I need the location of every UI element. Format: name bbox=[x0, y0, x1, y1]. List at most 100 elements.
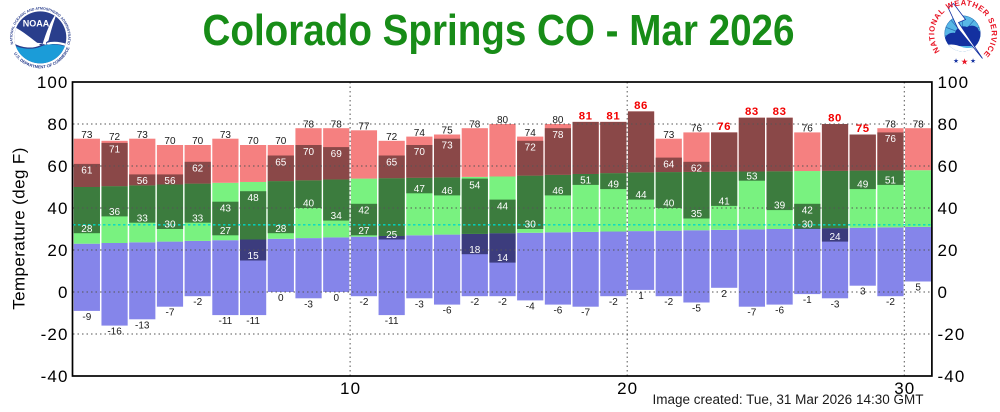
svg-text:30: 30 bbox=[894, 379, 915, 398]
svg-text:64: 64 bbox=[663, 159, 675, 170]
svg-text:42: 42 bbox=[358, 206, 370, 217]
svg-text:-2: -2 bbox=[498, 297, 507, 308]
svg-text:-20: -20 bbox=[938, 325, 966, 344]
svg-text:28: 28 bbox=[275, 224, 287, 235]
svg-text:71: 71 bbox=[109, 145, 121, 156]
svg-text:40: 40 bbox=[938, 199, 959, 218]
svg-text:74: 74 bbox=[414, 128, 426, 139]
svg-text:60: 60 bbox=[938, 157, 959, 176]
svg-text:81: 81 bbox=[579, 110, 593, 122]
svg-text:56: 56 bbox=[164, 176, 176, 187]
svg-text:40: 40 bbox=[663, 199, 675, 210]
svg-text:1: 1 bbox=[638, 291, 644, 302]
svg-text:NOAA: NOAA bbox=[23, 19, 50, 29]
svg-text:-7: -7 bbox=[581, 308, 590, 319]
svg-text:42: 42 bbox=[802, 206, 814, 217]
svg-text:53: 53 bbox=[746, 171, 758, 182]
svg-text:24: 24 bbox=[829, 232, 841, 243]
svg-text:76: 76 bbox=[885, 134, 897, 145]
svg-text:Colorado Springs CO - Mar 2026: Colorado Springs CO - Mar 2026 bbox=[203, 6, 795, 55]
svg-text:73: 73 bbox=[663, 130, 675, 141]
svg-text:28: 28 bbox=[81, 224, 93, 235]
svg-text:72: 72 bbox=[525, 143, 537, 154]
svg-text:51: 51 bbox=[885, 176, 897, 187]
svg-text:-11: -11 bbox=[385, 316, 399, 327]
svg-text:15: 15 bbox=[248, 251, 260, 262]
svg-text:44: 44 bbox=[497, 201, 509, 212]
svg-text:49: 49 bbox=[857, 180, 869, 191]
svg-text:73: 73 bbox=[137, 130, 149, 141]
svg-text:83: 83 bbox=[773, 106, 787, 118]
svg-text:62: 62 bbox=[192, 164, 204, 175]
svg-text:39: 39 bbox=[774, 201, 786, 212]
svg-text:51: 51 bbox=[580, 176, 592, 187]
svg-text:-40: -40 bbox=[41, 367, 69, 386]
svg-text:49: 49 bbox=[608, 180, 620, 191]
svg-text:-13: -13 bbox=[135, 320, 150, 331]
svg-text:-2: -2 bbox=[664, 297, 673, 308]
svg-text:0: 0 bbox=[938, 283, 949, 302]
svg-text:44: 44 bbox=[635, 190, 647, 201]
svg-text:80: 80 bbox=[552, 115, 564, 126]
svg-text:78: 78 bbox=[552, 130, 564, 141]
svg-text:25: 25 bbox=[386, 230, 398, 241]
svg-text:-11: -11 bbox=[246, 316, 260, 327]
svg-text:-9: -9 bbox=[82, 312, 91, 323]
svg-text:0: 0 bbox=[58, 283, 69, 302]
svg-text:47: 47 bbox=[414, 184, 426, 195]
svg-text:-2: -2 bbox=[609, 297, 618, 308]
svg-text:2: 2 bbox=[721, 289, 727, 300]
svg-text:72: 72 bbox=[109, 132, 121, 143]
svg-text:77: 77 bbox=[358, 122, 370, 133]
svg-text:80: 80 bbox=[47, 115, 68, 134]
svg-text:41: 41 bbox=[719, 197, 731, 208]
svg-text:56: 56 bbox=[137, 176, 149, 187]
svg-text:10: 10 bbox=[340, 379, 361, 398]
svg-text:75: 75 bbox=[442, 126, 454, 137]
svg-text:83: 83 bbox=[745, 106, 759, 118]
svg-text:33: 33 bbox=[137, 213, 149, 224]
svg-text:★: ★ bbox=[970, 57, 976, 65]
svg-text:61: 61 bbox=[81, 166, 93, 177]
svg-text:5: 5 bbox=[915, 283, 921, 294]
svg-text:-3: -3 bbox=[304, 299, 313, 310]
svg-text:40: 40 bbox=[47, 199, 68, 218]
svg-text:-4: -4 bbox=[526, 301, 535, 312]
svg-text:43: 43 bbox=[220, 204, 232, 215]
svg-text:33: 33 bbox=[192, 213, 204, 224]
svg-text:46: 46 bbox=[552, 186, 564, 197]
svg-text:54: 54 bbox=[469, 180, 481, 191]
svg-text:-7: -7 bbox=[166, 308, 175, 319]
svg-text:0: 0 bbox=[278, 293, 284, 304]
svg-text:27: 27 bbox=[358, 226, 370, 237]
svg-text:-3: -3 bbox=[831, 299, 840, 310]
svg-text:20: 20 bbox=[938, 241, 959, 260]
svg-text:73: 73 bbox=[220, 130, 232, 141]
svg-text:-40: -40 bbox=[938, 367, 966, 386]
svg-text:30: 30 bbox=[525, 220, 537, 231]
svg-text:78: 78 bbox=[303, 119, 315, 130]
svg-text:80: 80 bbox=[938, 115, 959, 134]
svg-text:40: 40 bbox=[303, 199, 315, 210]
svg-text:14: 14 bbox=[497, 253, 509, 264]
svg-text:-6: -6 bbox=[553, 306, 562, 317]
svg-text:★: ★ bbox=[953, 57, 959, 65]
svg-text:46: 46 bbox=[442, 186, 454, 197]
svg-text:27: 27 bbox=[220, 226, 232, 237]
svg-text:-2: -2 bbox=[193, 297, 202, 308]
svg-text:-2: -2 bbox=[359, 297, 368, 308]
svg-text:-6: -6 bbox=[775, 306, 784, 317]
svg-text:70: 70 bbox=[275, 136, 287, 147]
svg-text:48: 48 bbox=[248, 193, 260, 204]
svg-text:69: 69 bbox=[331, 149, 343, 160]
svg-text:-20: -20 bbox=[41, 325, 69, 344]
svg-text:★: ★ bbox=[961, 57, 969, 67]
svg-text:-1: -1 bbox=[803, 295, 812, 306]
svg-text:30: 30 bbox=[802, 220, 814, 231]
svg-text:62: 62 bbox=[691, 164, 703, 175]
svg-text:65: 65 bbox=[386, 157, 398, 168]
svg-text:Image created: Tue, 31 Mar 202: Image created: Tue, 31 Mar 2026 14:30 GM… bbox=[653, 392, 924, 407]
svg-text:100: 100 bbox=[37, 73, 69, 92]
svg-text:35: 35 bbox=[691, 209, 703, 220]
svg-text:78: 78 bbox=[469, 119, 481, 130]
